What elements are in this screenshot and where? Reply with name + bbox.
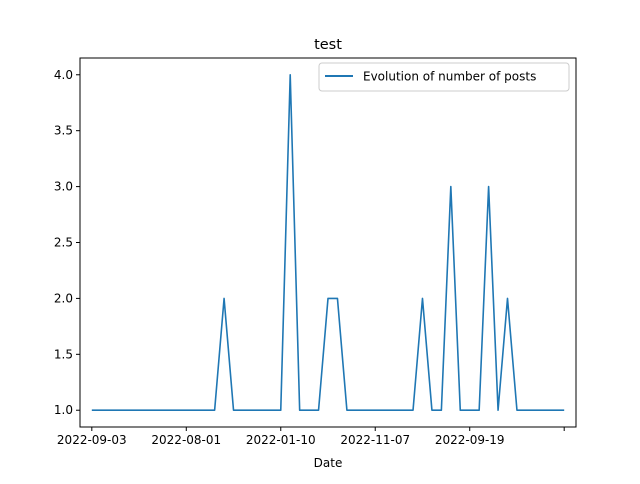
legend-box	[318, 62, 570, 92]
x-tick-label: 2022-01-10	[246, 433, 316, 447]
x-tick-label: 2022-11-07	[340, 433, 410, 447]
x-tick-label: 2022-09-19	[435, 433, 505, 447]
x-axis: 2022-09-03 2022-08-01 2022-01-10 2022-11-07…	[57, 427, 565, 447]
y-tick-label: 4.0	[54, 68, 73, 82]
y-tick-label: 1.0	[54, 403, 73, 417]
y-tick-label: 1.5	[54, 347, 73, 361]
x-tick-label: 2022-09-03	[57, 433, 127, 447]
x-tick-label: 2022-08-01	[151, 433, 221, 447]
x-axis-label: Date	[314, 456, 343, 470]
series-line-0	[91, 73, 565, 412]
plot-layer	[91, 73, 565, 412]
y-tick-label: 2.5	[54, 236, 73, 250]
y-tick-label: 3.0	[54, 180, 73, 194]
legend: Evolution of number of posts	[318, 62, 570, 92]
legend-label: Evolution of number of posts	[363, 70, 536, 84]
y-axis: 1.0 1.5 2.0 2.5 3.0 3.5 4.0	[54, 68, 80, 417]
chart-title: test	[314, 37, 342, 53]
y-tick-label: 3.5	[54, 124, 73, 138]
y-tick-label: 2.0	[54, 291, 73, 305]
